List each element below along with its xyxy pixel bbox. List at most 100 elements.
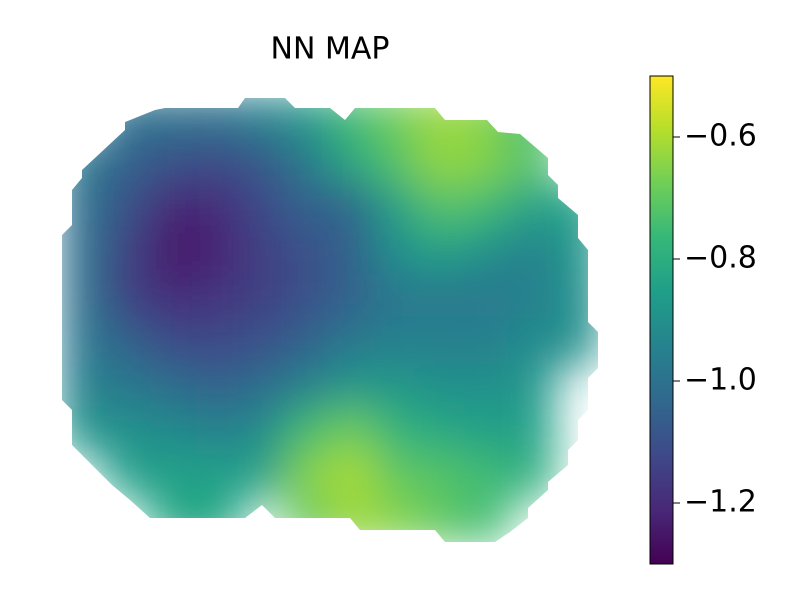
map-cell — [284, 452, 331, 499]
map-cell — [239, 363, 287, 410]
map-cell — [418, 496, 465, 542]
map-cell — [463, 363, 510, 410]
chart-title: NN MAP — [271, 32, 390, 67]
colorbar-tick-label: −0.6 — [684, 119, 757, 154]
map-cell — [418, 318, 465, 365]
map-cell — [418, 140, 465, 187]
map-cell — [418, 98, 465, 143]
map-cell — [239, 318, 287, 365]
map-cell — [373, 274, 421, 321]
colorbar-tick-label: −1.2 — [684, 485, 757, 520]
map-cell — [195, 140, 242, 187]
map-cell — [62, 407, 108, 454]
map-cell — [150, 496, 197, 542]
map-cell — [105, 407, 153, 454]
map-cell — [329, 229, 376, 276]
map-cell — [329, 185, 376, 232]
map-cell — [463, 407, 510, 454]
map-cell — [150, 140, 197, 187]
map-cell — [284, 496, 331, 542]
map-cell — [105, 185, 153, 232]
map-cell — [373, 318, 421, 365]
map-cell — [150, 363, 197, 410]
map-cell — [507, 274, 555, 321]
map-cell — [463, 274, 510, 321]
map-cell — [373, 185, 421, 232]
map-cell — [62, 274, 108, 321]
map-cell — [463, 496, 510, 542]
map-cell — [195, 496, 242, 542]
map-cell — [418, 363, 465, 410]
map-cell — [105, 274, 153, 321]
map-cell — [507, 185, 555, 232]
map-cell — [195, 363, 242, 410]
map-cell — [195, 185, 242, 232]
map-cell — [284, 98, 331, 143]
colorbar-tick-label: −1.0 — [684, 363, 757, 398]
map-cell — [418, 229, 465, 276]
map-cell — [239, 274, 287, 321]
map-cell — [418, 452, 465, 499]
map-cell — [62, 140, 108, 187]
map-cell — [463, 98, 510, 143]
map-cell — [463, 452, 510, 499]
map-cell — [284, 185, 331, 232]
map-cell — [507, 363, 555, 410]
map-cell — [373, 98, 421, 143]
map-cell — [150, 185, 197, 232]
map-cell — [105, 452, 153, 499]
map-cell — [105, 98, 153, 143]
map-cell — [284, 229, 331, 276]
map-cell — [239, 140, 287, 187]
colorbar — [649, 75, 674, 565]
colorbar-tick-label: −0.8 — [684, 241, 757, 276]
map-cell — [150, 452, 197, 499]
map — [62, 98, 598, 542]
map-cell — [150, 318, 197, 365]
map-cell — [507, 140, 555, 187]
map-cell — [239, 407, 287, 454]
map-cell — [507, 318, 555, 365]
map-cell — [62, 185, 108, 232]
map-cell — [552, 185, 598, 232]
map-cell — [195, 452, 242, 499]
map-cell — [329, 496, 376, 542]
map-cell — [418, 274, 465, 321]
map-cell — [463, 140, 510, 187]
map-cell — [150, 98, 197, 143]
map-cell — [463, 229, 510, 276]
map-cell — [418, 185, 465, 232]
map-cells — [62, 98, 598, 542]
map-cell — [195, 98, 242, 143]
map-cell — [373, 407, 421, 454]
map-cell — [239, 98, 287, 143]
map-cell — [552, 274, 598, 321]
map-cell — [239, 229, 287, 276]
map-cell — [373, 363, 421, 410]
map-cell — [195, 407, 242, 454]
map-cell — [373, 229, 421, 276]
map-cell — [463, 185, 510, 232]
map-cell — [195, 318, 242, 365]
map-cell — [507, 98, 555, 143]
map-cell — [150, 407, 197, 454]
map-cell — [62, 363, 108, 410]
map-cell — [284, 274, 331, 321]
map-cell — [552, 318, 598, 365]
map-cell — [105, 363, 153, 410]
map-cell — [373, 496, 421, 542]
map-cell — [329, 363, 376, 410]
map-cell — [507, 452, 555, 499]
map-cell — [507, 229, 555, 276]
map-cell — [329, 318, 376, 365]
map-cell — [329, 274, 376, 321]
map-cell — [195, 274, 242, 321]
map-cell — [463, 318, 510, 365]
map-cell — [105, 318, 153, 365]
map-cell — [195, 229, 242, 276]
map-cell — [373, 140, 421, 187]
map-cell — [329, 98, 376, 143]
map-cell — [284, 318, 331, 365]
map-cell — [284, 140, 331, 187]
map-cell — [373, 452, 421, 499]
